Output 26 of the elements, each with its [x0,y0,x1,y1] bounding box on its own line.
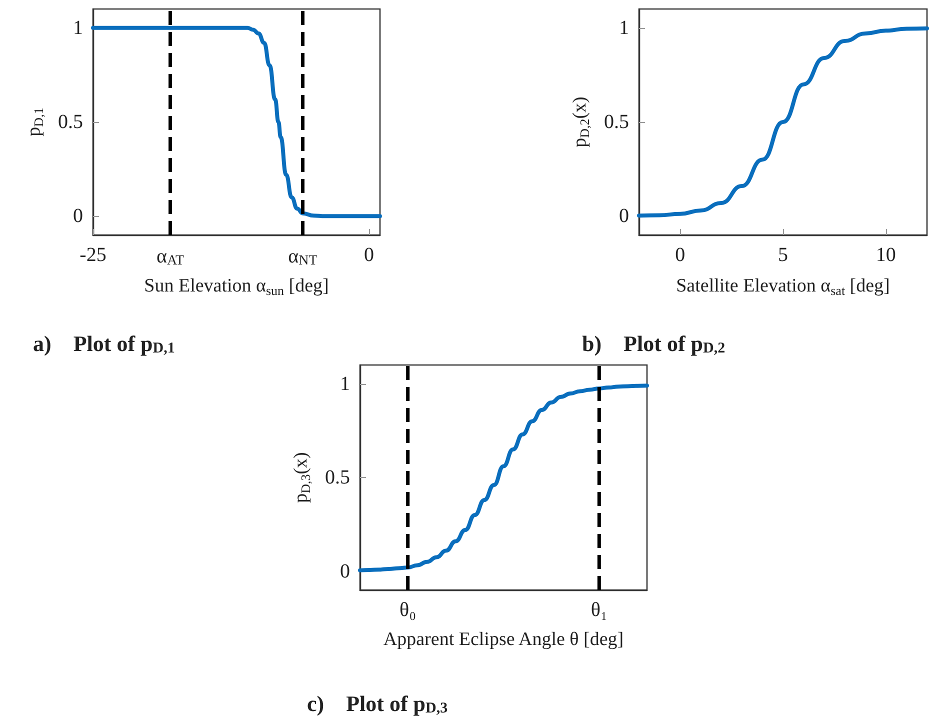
y-tick-label: 0.5 [325,466,350,488]
line-series [637,26,929,218]
text: a) Plot of pD,1 [33,331,175,356]
x-tick-label: -25 [80,244,106,266]
y-tick-label: 0.5 [58,111,83,133]
y-tick-label: 1 [619,16,629,39]
x-axis-title: Apparent Eclipse Angle θ [deg] [383,629,624,650]
x-tick-label: 0 [364,244,374,266]
y-tick-label: 1 [340,372,350,395]
line-series [91,26,382,218]
y-tick-label: 0 [73,205,83,228]
x-tick-label: 5 [778,244,788,266]
line-series [358,384,649,572]
x-tick-label: θ₁ [590,599,608,621]
text: c) Plot of pD,3 [307,691,448,716]
y-tick-label: 0.5 [604,111,629,133]
x-tick-label: 10 [876,244,896,266]
y-tick-label: 1 [73,16,83,39]
y-axis-title: pD,1 [24,108,46,136]
y-tick-label: 0 [340,560,350,582]
y-axis-title: pD,2(x) [570,96,592,148]
y-axis-title: pD,3(x) [290,452,313,503]
x-tick-label: θ₀ [400,599,416,621]
text: b) Plot of pD,2 [582,331,726,356]
y-tick-label: 0 [619,205,629,228]
x-tick-label: 0 [675,244,686,266]
